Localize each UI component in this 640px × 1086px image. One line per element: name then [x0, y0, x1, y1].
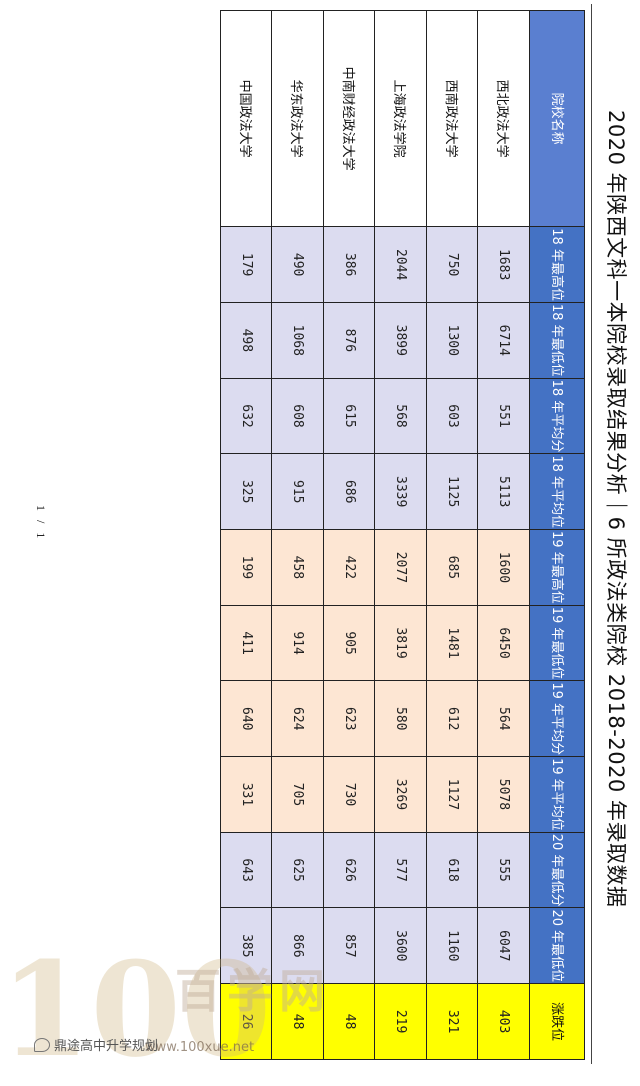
data-cell: 623 — [323, 680, 375, 757]
column-header: 19 年最低位 — [529, 605, 585, 681]
data-cell: 625 — [272, 832, 324, 908]
data-cell: 1600 — [478, 529, 530, 606]
data-cell: 685 — [426, 529, 478, 606]
change-cell: 403 — [478, 983, 530, 1060]
data-cell: 626 — [323, 832, 375, 908]
column-header: 19 年平均分 — [529, 680, 585, 757]
change-cell: 48 — [323, 983, 375, 1060]
data-cell: 199 — [220, 529, 272, 606]
table-row: 西北政法大学 1683 6714 551 5113 1600 6450 564 5078 555 6… — [478, 10, 530, 1060]
data-cell: 643 — [220, 832, 272, 908]
school-name-cell: 西北政法大学 — [478, 10, 530, 227]
data-cell: 914 — [272, 605, 324, 681]
data-cell: 905 — [323, 605, 375, 681]
column-header: 18 年最高位 — [529, 226, 585, 303]
column-header: 18 年最低位 — [529, 302, 585, 379]
school-name-cell: 上海政法学院 — [375, 10, 427, 227]
data-cell: 577 — [375, 832, 427, 908]
data-cell: 568 — [375, 378, 427, 454]
table-row: 上海政法学院 2044 3899 568 3339 2077 3819 580 3269 577 3… — [375, 10, 427, 1060]
data-cell: 705 — [272, 756, 324, 833]
data-cell: 1683 — [478, 226, 530, 303]
data-cell: 632 — [220, 378, 272, 454]
data-cell: 179 — [220, 226, 272, 303]
data-cell: 876 — [323, 302, 375, 379]
watermark-url: www.100xue.net — [145, 1040, 255, 1055]
data-cell: 750 — [426, 226, 478, 303]
column-header: 19 年平均位 — [529, 756, 585, 833]
data-cell: 551 — [478, 378, 530, 454]
school-name-cell: 华东政法大学 — [272, 10, 324, 227]
column-header: 18 年平均位 — [529, 453, 585, 530]
data-cell: 1125 — [426, 453, 478, 530]
data-cell: 5113 — [478, 453, 530, 530]
page-title: 2020 年陕西文科一本院校录取结果分析｜6 所政法类院校 2018-2020 … — [604, 110, 628, 908]
table-row: 华东政法大学 490 1068 608 915 458 914 624 705 625 866 48 — [272, 10, 324, 1060]
data-cell: 6714 — [478, 302, 530, 379]
watermark-wechat: 鼎途高中升学规划 — [34, 1035, 158, 1054]
data-cell: 580 — [375, 680, 427, 757]
data-cell: 498 — [220, 302, 272, 379]
table-row: 中南财经政法大学 386 876 615 686 422 905 623 730 626 857 48 — [323, 10, 375, 1060]
watermark-logo-text: 百学网 — [175, 964, 331, 1018]
change-cell: 219 — [375, 983, 427, 1060]
data-cell: 411 — [220, 605, 272, 681]
title-divider — [591, 4, 592, 1064]
data-cell: 612 — [426, 680, 478, 757]
data-cell: 3819 — [375, 605, 427, 681]
data-cell: 624 — [272, 680, 324, 757]
data-cell: 1481 — [426, 605, 478, 681]
data-cell: 422 — [323, 529, 375, 606]
data-cell: 458 — [272, 529, 324, 606]
school-name-cell: 中国政法大学 — [220, 10, 272, 227]
page-number: 1 / 1 — [34, 505, 48, 542]
column-header: 涨跌位 — [529, 983, 585, 1060]
data-cell: 3339 — [375, 453, 427, 530]
data-cell: 1127 — [426, 756, 478, 833]
column-header: 20 年最低位 — [529, 907, 585, 984]
data-cell: 6450 — [478, 605, 530, 681]
data-cell: 1068 — [272, 302, 324, 379]
table-row: 中国政法大学 179 498 632 325 199 411 640 331 643 385 26 — [220, 10, 272, 1060]
data-cell: 331 — [220, 756, 272, 833]
data-cell: 730 — [323, 756, 375, 833]
data-cell: 3899 — [375, 302, 427, 379]
data-cell: 2044 — [375, 226, 427, 303]
data-cell: 6047 — [478, 907, 530, 984]
data-cell: 618 — [426, 832, 478, 908]
school-name-cell: 西南政法大学 — [426, 10, 478, 227]
change-cell: 321 — [426, 983, 478, 1060]
watermark-wechat-label: 鼎途高中升学规划 — [54, 1039, 159, 1054]
data-cell: 1300 — [426, 302, 478, 379]
data-cell: 555 — [478, 832, 530, 908]
data-cell: 615 — [323, 378, 375, 454]
data-cell: 686 — [323, 453, 375, 530]
column-header: 18 年平均分 — [529, 378, 585, 454]
data-cell: 3600 — [375, 907, 427, 984]
data-cell: 325 — [220, 453, 272, 530]
column-header: 20 年最低分 — [529, 832, 585, 908]
data-cell: 3269 — [375, 756, 427, 833]
data-cell: 5078 — [478, 756, 530, 833]
data-cell: 2077 — [375, 529, 427, 606]
column-header: 19 年最高位 — [529, 529, 585, 606]
data-cell: 603 — [426, 378, 478, 454]
data-cell: 640 — [220, 680, 272, 757]
table-header-row: 院校名称 18 年最高位 18 年最低位 18 年平均分 18 年平均位 19 … — [529, 10, 585, 1060]
column-header: 院校名称 — [529, 10, 585, 227]
school-name-cell: 中南财经政法大学 — [323, 10, 375, 227]
data-cell: 915 — [272, 453, 324, 530]
table-row: 西南政法大学 750 1300 603 1125 685 1481 612 1127 618 116… — [426, 10, 478, 1060]
wechat-icon — [34, 1037, 50, 1052]
data-cell: 564 — [478, 680, 530, 757]
data-cell: 490 — [272, 226, 324, 303]
data-cell: 1160 — [426, 907, 478, 984]
data-cell: 857 — [323, 907, 375, 984]
data-cell: 386 — [323, 226, 375, 303]
data-cell: 608 — [272, 378, 324, 454]
admission-data-table: 院校名称 18 年最高位 18 年最低位 18 年平均分 18 年平均位 19 … — [220, 10, 585, 1060]
